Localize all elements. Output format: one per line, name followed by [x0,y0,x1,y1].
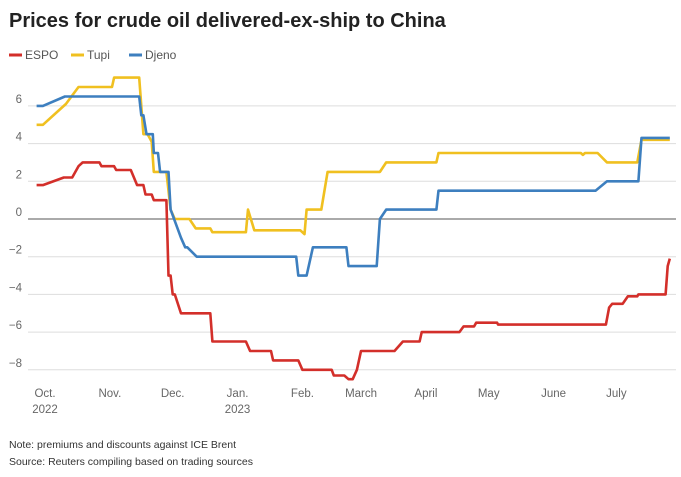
y-tick-label: −8 [9,358,22,370]
x-tick-label: July [606,388,627,400]
x-tick-label: May [478,388,500,400]
legend-label-tupi: Tupi [87,48,110,62]
series-line-djeno [36,95,670,277]
x-tick-year: 2022 [32,404,58,416]
legend-label-djeno: Djeno [145,48,177,62]
x-tick-label: April [414,388,437,400]
x-tick-label: Nov. [98,388,121,400]
gridlines [28,105,676,371]
chart-note: Note: premiums and discounts against ICE… [9,439,236,451]
x-tick-label: Feb. [291,388,314,400]
legend: ESPO Tupi Djeno [9,48,177,62]
y-tick-label: 0 [16,207,22,219]
y-tick-label: 6 [16,94,22,106]
y-tick-label: −4 [9,282,23,294]
y-axis: 6 4 2 0 −2 −4 −6 −8 [9,94,23,370]
y-tick-label: −6 [9,320,22,332]
chart-title: Prices for crude oil delivered-ex-ship t… [9,10,447,32]
x-axis: Oct. 2022 Nov. Dec. Jan. 2023 Feb. March April Ma… [32,388,627,416]
legend-label-espo: ESPO [25,48,58,62]
x-tick-label: March [345,388,377,400]
series-lines [36,76,672,381]
x-tick-label: June [541,388,566,400]
x-tick-label: Jan. [227,388,249,400]
chart-source: Source: Reuters compiling based on tradi… [9,456,253,468]
x-tick-year: 2023 [225,404,251,416]
x-tick-label: Oct. [34,388,55,400]
series-line-tupi [36,76,670,236]
series-line-espo [36,161,672,381]
y-tick-label: −2 [9,245,22,257]
y-tick-label: 4 [16,132,23,144]
x-tick-label: Dec. [161,388,185,400]
y-tick-label: 2 [16,169,22,181]
